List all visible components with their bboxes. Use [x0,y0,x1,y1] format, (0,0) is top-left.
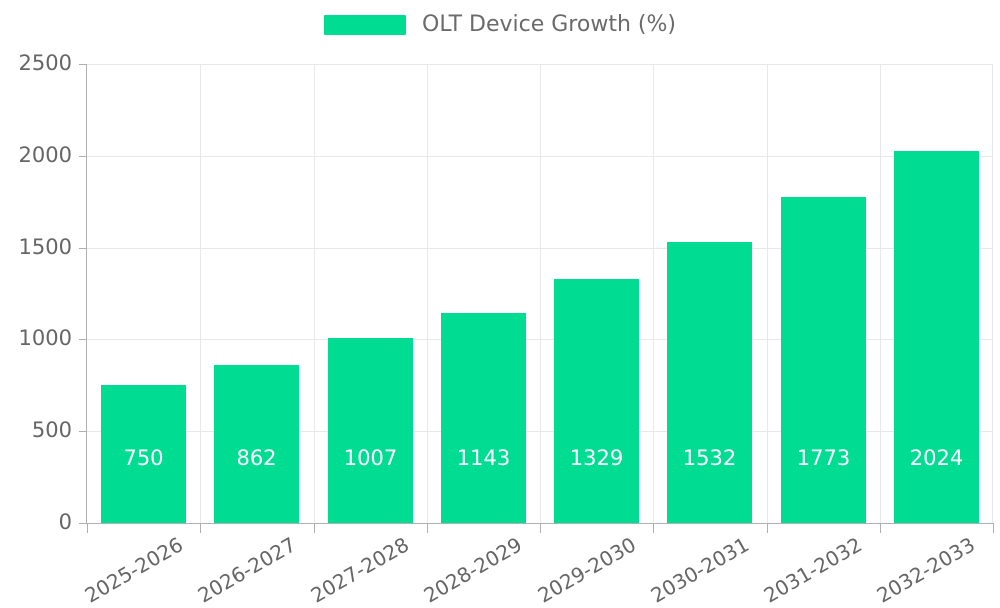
x-axis-tick [767,524,768,533]
x-axis-label: 2030-2031 [646,532,753,608]
legend-label-olt-device-growth: OLT Device Growth (%) [422,12,676,37]
x-axis-tick [200,524,201,533]
y-axis-label: 2000 [18,142,72,167]
bar-value-label: 1532 [682,446,737,470]
y-axis-line [86,64,87,523]
y-axis-label: 1500 [18,234,72,259]
bar[interactable] [781,197,866,523]
bar-value-label: 1143 [456,446,511,470]
x-axis-label: 2029-2030 [533,532,640,608]
x-axis-label: 2027-2028 [306,532,414,608]
gridline-vertical [767,64,768,523]
bar[interactable] [328,338,413,523]
bar[interactable] [101,385,186,523]
y-axis-label: 500 [31,418,72,443]
x-axis-label: 2028-2029 [419,532,527,608]
bar-value-label: 1007 [343,446,398,470]
bar[interactable] [894,151,979,523]
x-axis-label: 2026-2027 [193,532,300,608]
bar-value-label: 2024 [909,446,964,470]
x-axis-tick [540,524,541,533]
x-axis-label: 2031-2032 [759,532,867,608]
y-axis-tick [79,64,87,65]
y-axis-tick [79,431,87,433]
gridline-vertical [653,64,654,523]
bar[interactable] [441,313,526,523]
legend-swatch-olt-device-growth[interactable] [324,15,407,35]
y-axis-tick [79,247,87,249]
chart-legend: OLT Device Growth (%) [0,12,1000,38]
y-axis-tick [79,339,87,341]
gridline-vertical [314,64,315,523]
x-axis-tick [87,524,88,533]
gridline-vertical [427,64,428,523]
x-axis-label: 2032-2033 [872,532,980,608]
bar[interactable] [667,241,752,523]
bar[interactable] [214,364,299,523]
x-axis-tick [880,524,881,533]
bar-value-label: 1773 [796,446,851,470]
y-axis-label: 2500 [18,51,72,75]
x-axis-tick [427,524,428,533]
x-axis-tick [653,524,654,533]
gridline-vertical [880,64,881,523]
x-axis-tick [993,524,994,533]
bar-value-label: 862 [236,446,277,470]
y-axis-label: 0 [58,510,72,534]
bar[interactable] [554,278,639,523]
y-axis-label: 1000 [18,326,72,351]
gridline-vertical [200,64,201,523]
bar-value-label: 750 [123,446,164,470]
x-axis-tick [314,524,315,533]
x-axis-label: 2025-2026 [80,532,187,608]
gridline-vertical [540,64,541,523]
x-axis-line [86,523,994,524]
y-axis-tick [79,155,87,157]
y-axis-tick [79,523,87,524]
bar-value-label: 1329 [569,446,624,470]
